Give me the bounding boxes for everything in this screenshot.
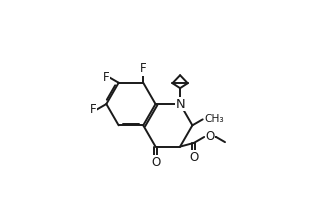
Text: CH₃: CH₃ bbox=[204, 114, 224, 124]
Text: O: O bbox=[189, 151, 198, 164]
Text: N: N bbox=[175, 97, 185, 111]
Text: F: F bbox=[102, 71, 109, 84]
Text: O: O bbox=[205, 130, 214, 143]
Text: O: O bbox=[151, 156, 160, 169]
Text: F: F bbox=[90, 103, 97, 116]
Text: F: F bbox=[140, 62, 147, 75]
